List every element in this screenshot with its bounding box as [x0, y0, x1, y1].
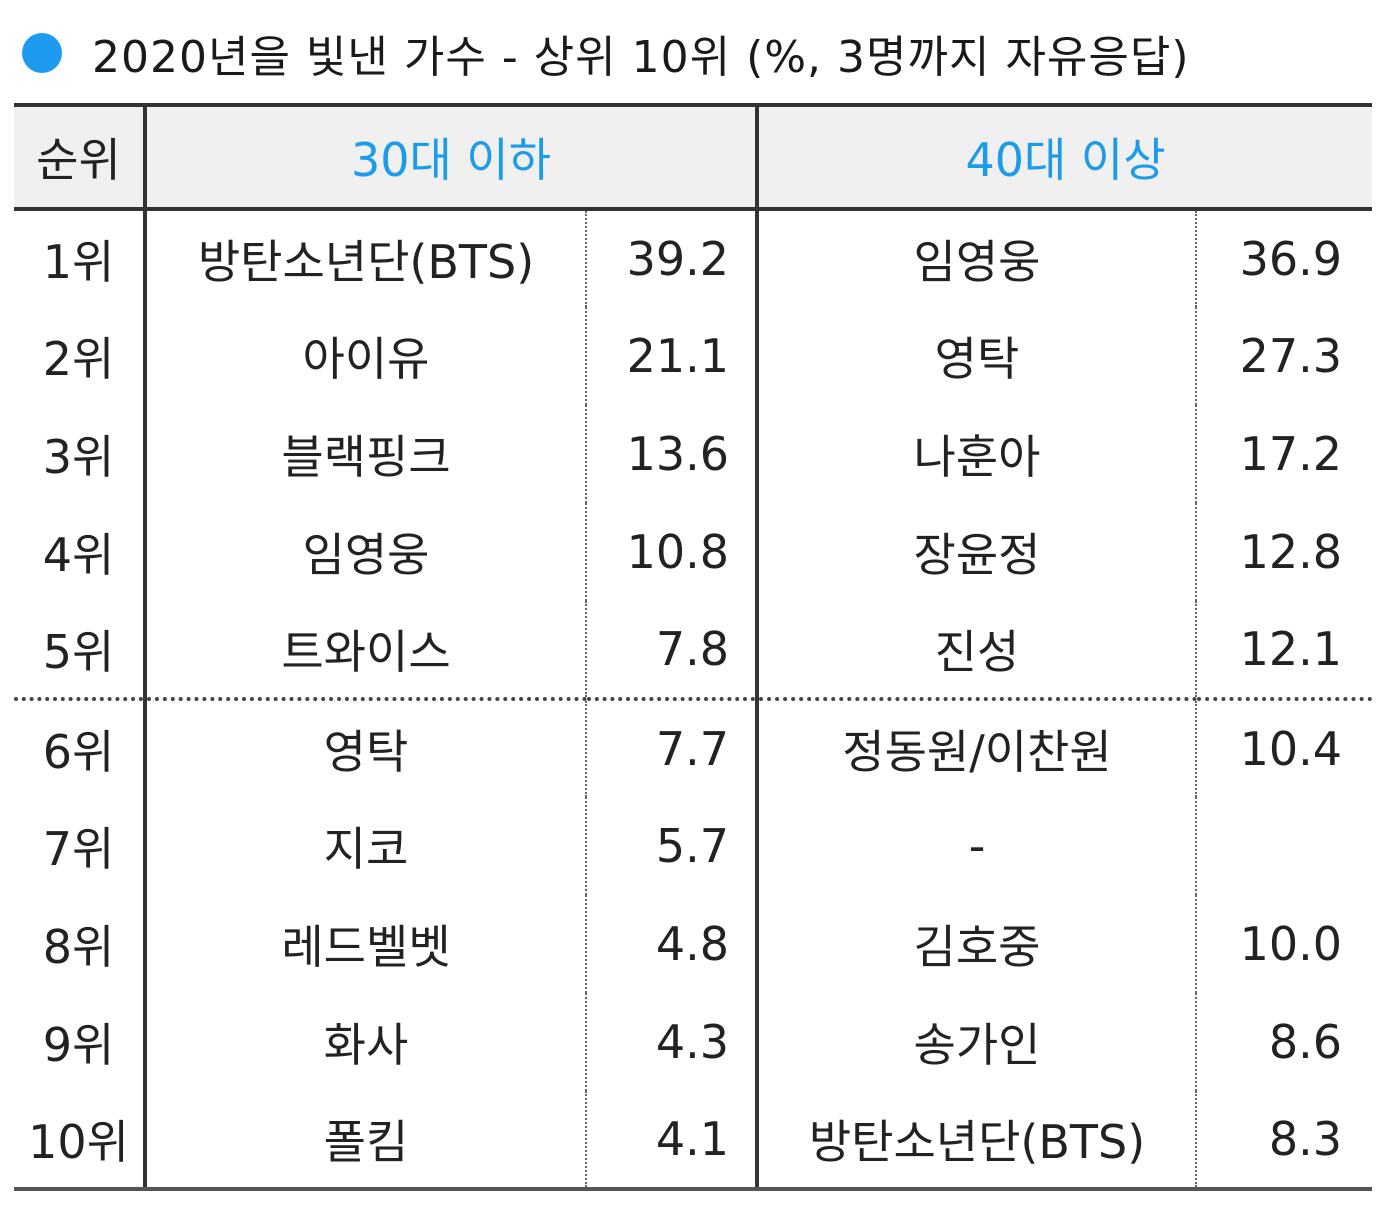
percent-30-under-cell: 4.3 [586, 993, 759, 1091]
table-row: 1위 방탄소년단(BTS) 39.2 임영웅 36.9 [14, 209, 1372, 307]
rank-cell: 9위 [14, 993, 147, 1091]
artist-30-under-cell: 영탁 [145, 699, 587, 797]
table-row: 9위 화사 4.3 송가인 8.6 [14, 993, 1372, 1091]
percent-40-over-cell: 8.6 [1268, 1015, 1342, 1069]
rank-cell: 6위 [14, 699, 147, 797]
artist-30-under-cell: 화사 [145, 993, 587, 1091]
rank-cell: 5위 [14, 601, 147, 701]
artist-40-over-cell: 나훈아 [757, 405, 1197, 503]
percent-30-under-cell: 21.1 [586, 307, 759, 405]
percent-40-over-cell: 12.8 [1239, 525, 1342, 579]
percent-30-under-cell: 4.8 [586, 895, 759, 993]
percent-40-over-cell: 17.2 [1239, 427, 1342, 481]
percent-30-under-cell: 10.8 [586, 503, 759, 601]
artist-40-over-cell: 진성 [757, 601, 1197, 701]
percent-30-under-cell: 13.6 [586, 405, 759, 503]
table-row: 6위 영탁 7.7 정동원/이찬원 10.4 [14, 699, 1372, 797]
percent-40-over-cell: 27.3 [1239, 329, 1342, 383]
ranking-table: 순위 30대 이하 40대 이상 1위 방탄소년단(BTS) 39.2 임영웅 36.9… [14, 103, 1372, 1191]
table-row: 3위 블랙핑크 13.6 나훈아 17.2 [14, 405, 1372, 503]
percent-40-over-cell [1196, 797, 1372, 895]
rank-cell: 1위 [14, 209, 147, 307]
percent-30-under-cell: 39.2 [586, 209, 759, 307]
header-row: 순위 30대 이하 40대 이상 [14, 103, 1372, 211]
artist-40-over-cell: 송가인 [757, 993, 1197, 1091]
table-row: 5위 트와이스 7.8 진성 12.1 [14, 601, 1372, 701]
rank-cell: 2위 [14, 307, 147, 405]
age-40-over-header: 40대 이상 [757, 103, 1372, 211]
table-row: 4위 임영웅 10.8 장윤정 12.8 [14, 503, 1372, 601]
table-body: 1위 방탄소년단(BTS) 39.2 임영웅 36.9 2위 아이유 21.1 영탁 27.3 3위… [14, 209, 1372, 1191]
percent-30-under-cell: 7.8 [586, 601, 759, 701]
artist-30-under-cell: 레드벨벳 [145, 895, 587, 993]
artist-30-under-cell: 트와이스 [145, 601, 587, 701]
rank-cell: 10위 [14, 1091, 147, 1191]
artist-40-over-cell: 방탄소년단(BTS) [757, 1091, 1197, 1191]
percent-40-over-cell: 8.3 [1196, 1091, 1372, 1191]
artist-30-under-cell: 아이유 [145, 307, 587, 405]
title-bar: 2020년을 빛낸 가수 - 상위 10위 (%, 3명까지 자유응답) [22, 18, 1190, 88]
percent-40-over-cell: 36.9 [1239, 232, 1342, 286]
bullet-dot-icon [22, 33, 62, 73]
rank-cell: 8위 [14, 895, 147, 993]
percent-30-under-cell: 4.1 [586, 1091, 759, 1191]
percent-40-over-cell: 12.1 [1196, 601, 1372, 701]
artist-40-over-cell: 김호중 [757, 895, 1197, 993]
page-title: 2020년을 빛낸 가수 - 상위 10위 (%, 3명까지 자유응답) [92, 32, 1190, 83]
rank-cell: 4위 [14, 503, 147, 601]
artist-30-under-cell: 블랙핑크 [145, 405, 587, 503]
artist-40-over-cell: 임영웅 [757, 209, 1197, 307]
artist-40-over-cell: - [757, 797, 1197, 895]
age-30-under-header: 30대 이하 [145, 103, 759, 211]
artist-40-over-cell: 영탁 [757, 307, 1197, 405]
percent-40-over-cell: 10.4 [1239, 722, 1342, 776]
artist-30-under-cell: 방탄소년단(BTS) [145, 209, 587, 307]
table-header: 순위 30대 이하 40대 이상 [14, 103, 1372, 211]
rank-cell: 7위 [14, 797, 147, 895]
table-row: 10위 폴킴 4.1 방탄소년단(BTS) 8.3 [14, 1091, 1372, 1191]
percent-40-over-cell: 10.0 [1239, 917, 1342, 971]
table-row: 2위 아이유 21.1 영탁 27.3 [14, 307, 1372, 405]
rank-cell: 3위 [14, 405, 147, 503]
artist-30-under-cell: 지코 [145, 797, 587, 895]
rank-column-header: 순위 [14, 103, 147, 211]
table-row: 8위 레드벨벳 4.8 김호중 10.0 [14, 895, 1372, 993]
artist-40-over-cell: 정동원/이찬원 [757, 699, 1197, 797]
table-row: 7위 지코 5.7- [14, 797, 1372, 895]
artist-30-under-cell: 임영웅 [145, 503, 587, 601]
percent-30-under-cell: 5.7 [586, 797, 759, 895]
artist-40-over-cell: 장윤정 [757, 503, 1197, 601]
percent-30-under-cell: 7.7 [586, 699, 759, 797]
artist-30-under-cell: 폴킴 [145, 1091, 587, 1191]
